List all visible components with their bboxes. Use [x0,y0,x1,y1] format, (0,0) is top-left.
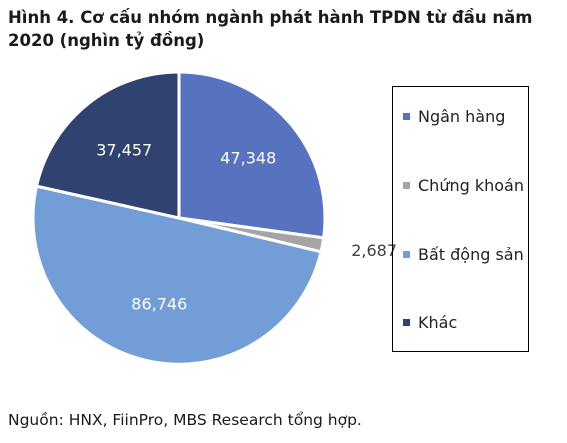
legend-label-bat-dong-san: Bất động sản [418,244,524,264]
legend-label-chung-khoan: Chứng khoán [418,175,524,195]
chart-title: Hình 4. Cơ cấu nhóm ngành phát hành TPDN… [8,8,533,50]
legend-label-ngan-hang: Ngân hàng [418,106,506,126]
legend-swatch-chung-khoan [403,181,410,189]
legend-swatch-ngan-hang [403,112,410,120]
data-label-bat-dong-san: 86,746 [131,294,187,313]
data-label-khac: 37,457 [96,141,152,160]
pie-data-labels: 47,348 2,687 86,746 37,457 [96,141,397,314]
pie-slice-khac [35,70,181,220]
pie-slice-ngan-hang [177,70,327,240]
legend-swatch-bat-dong-san [403,250,410,258]
data-label-chung-khoan: 2,687 [351,241,397,260]
legend-item-chung-khoan: Chứng khoán [403,174,524,196]
legend-swatch-khac [403,318,410,326]
legend: Ngân hàng Chứng khoán Bất động sản Khác [392,86,529,352]
legend-item-bat-dong-san: Bất động sản [403,243,524,265]
source-note: Nguồn: HNX, FiinPro, MBS Research tổng h… [8,411,362,429]
pie-slices [31,70,327,366]
data-label-ngan-hang: 47,348 [220,149,276,168]
legend-item-ngan-hang: Ngân hàng [403,105,505,127]
legend-item-khac: Khác [403,311,457,333]
pie-slice-bat-dong-san [31,184,323,366]
legend-label-khac: Khác [418,312,458,332]
